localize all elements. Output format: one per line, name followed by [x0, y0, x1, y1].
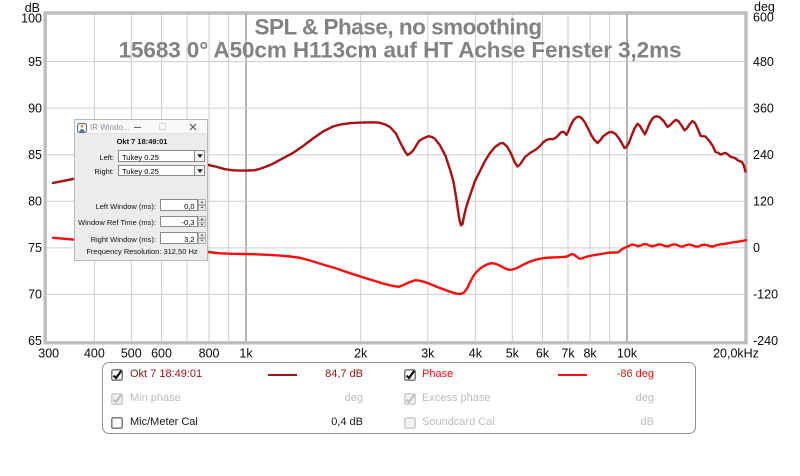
svg-text:95: 95	[28, 55, 42, 69]
svg-text:480: 480	[753, 55, 774, 69]
svg-text:7k: 7k	[561, 347, 575, 361]
svg-text:8k: 8k	[583, 347, 597, 361]
svg-text:80: 80	[28, 195, 42, 209]
svg-text:240: 240	[753, 148, 774, 162]
svg-text:360: 360	[753, 101, 774, 115]
svg-text:500: 500	[121, 347, 142, 361]
svg-text:10k: 10k	[617, 347, 638, 361]
svg-text:4k: 4k	[469, 347, 483, 361]
svg-text:70: 70	[28, 288, 42, 302]
svg-text:6k: 6k	[536, 347, 550, 361]
svg-text:800: 800	[199, 347, 220, 361]
svg-text:90: 90	[28, 101, 42, 115]
svg-text:-120: -120	[753, 288, 778, 302]
svg-text:1k: 1k	[239, 347, 253, 361]
svg-text:SPL & Phase, no smoothing: SPL & Phase, no smoothing	[254, 15, 541, 40]
svg-text:3k: 3k	[421, 347, 435, 361]
svg-text:600: 600	[151, 347, 172, 361]
svg-text:120: 120	[753, 195, 774, 209]
svg-text:85: 85	[28, 148, 42, 162]
svg-text:20,0kHz: 20,0kHz	[713, 347, 759, 361]
svg-text:600: 600	[753, 11, 774, 25]
svg-text:300: 300	[38, 347, 59, 361]
svg-text:400: 400	[84, 347, 105, 361]
svg-text:15683 0° A50cm H113cm auf HT A: 15683 0° A50cm H113cm auf HT Achse Fenst…	[119, 38, 682, 63]
svg-text:2k: 2k	[354, 347, 368, 361]
svg-text:65: 65	[28, 334, 42, 348]
svg-text:75: 75	[28, 241, 42, 255]
svg-text:100: 100	[21, 12, 42, 26]
svg-text:deg: deg	[754, 0, 775, 14]
svg-text:dB: dB	[25, 1, 40, 15]
svg-text:0: 0	[753, 241, 760, 255]
svg-text:-240: -240	[753, 334, 778, 348]
svg-text:5k: 5k	[506, 347, 520, 361]
